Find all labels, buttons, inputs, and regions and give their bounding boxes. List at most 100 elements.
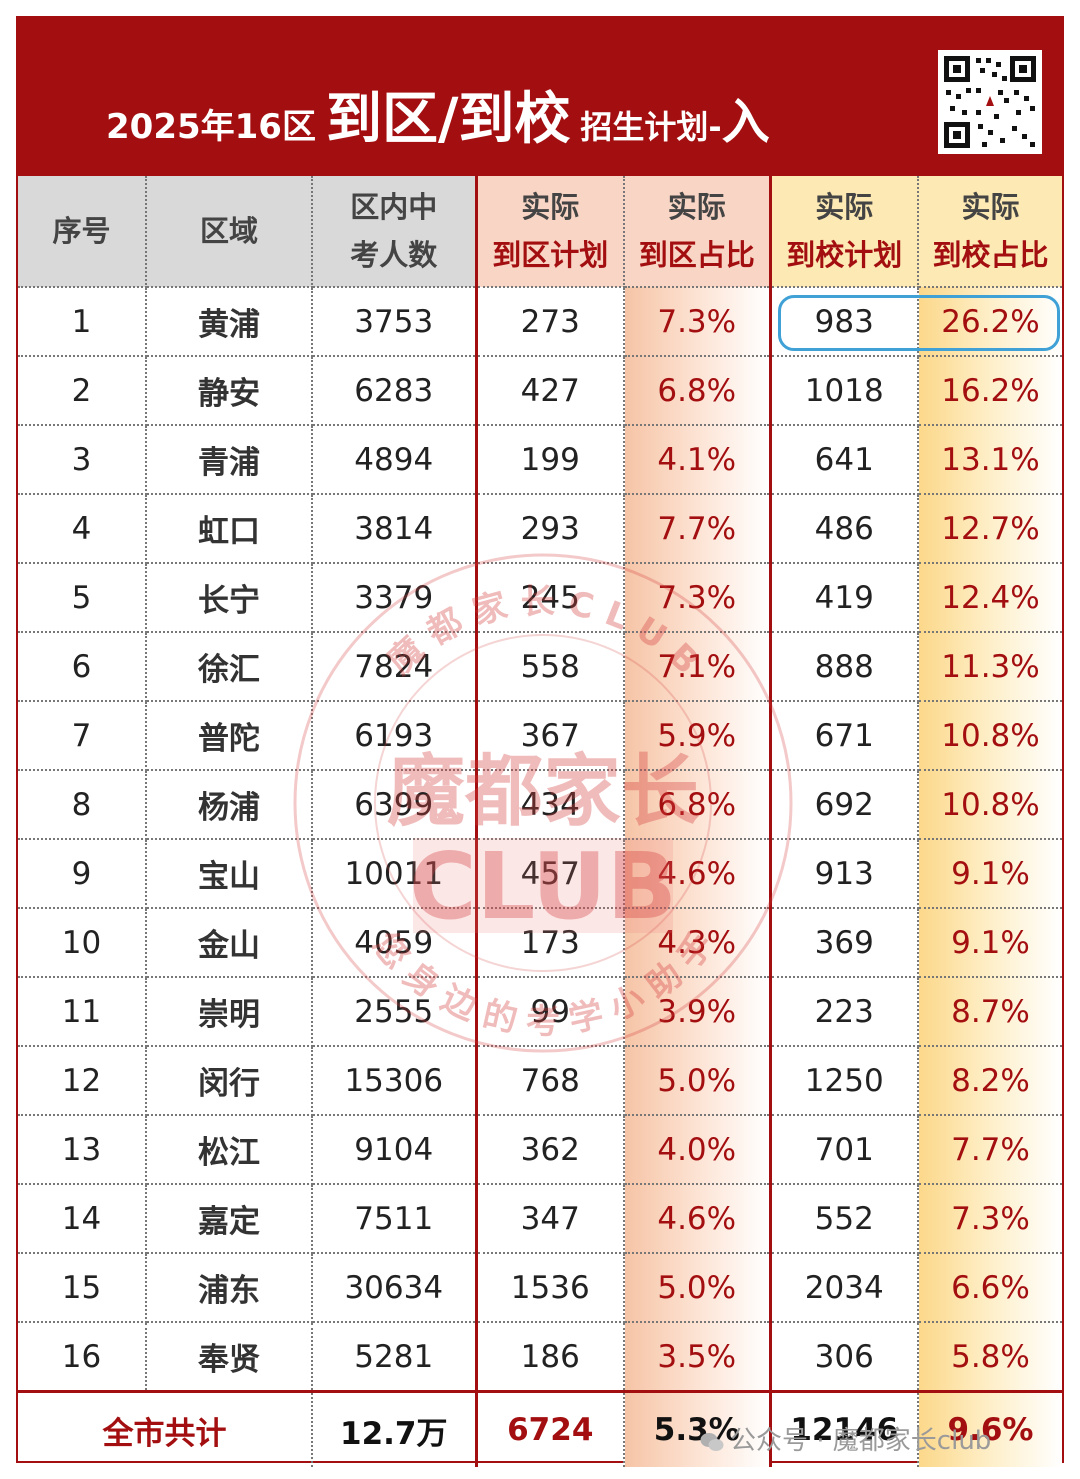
cell-students: 10011 xyxy=(312,839,477,909)
total-students: 12.7万 xyxy=(312,1390,477,1467)
cell-school-ratio: 10.8% xyxy=(918,770,1062,840)
cell-students: 6399 xyxy=(312,770,477,840)
cell-ratio: 4.0% xyxy=(624,1115,771,1185)
table-total-row: 全市共计 12.7万 6724 5.3% 12146 9.6% xyxy=(18,1390,1062,1467)
cell-students: 15306 xyxy=(312,1046,477,1116)
title-part-sub: 招生计划- xyxy=(580,108,722,146)
cell-no: 14 xyxy=(18,1184,147,1254)
cell-students: 3753 xyxy=(312,287,477,357)
cell-plan: 273 xyxy=(474,287,625,357)
total-ratio: 5.3% xyxy=(624,1390,771,1467)
cell-no: 10 xyxy=(18,908,147,978)
title-part-end: 入 xyxy=(721,94,770,150)
cell-students: 6193 xyxy=(312,701,477,771)
cell-no: 8 xyxy=(18,770,147,840)
cell-ratio: 4.6% xyxy=(624,1184,771,1254)
cell-no: 13 xyxy=(18,1115,147,1185)
cell-district: 闵行 xyxy=(146,1046,313,1116)
cell-school-plan: 888 xyxy=(768,632,919,702)
col-header-district-plan: 实际 到区计划 xyxy=(474,176,625,288)
cell-ratio: 3.5% xyxy=(624,1322,771,1393)
cell-school-plan: 419 xyxy=(768,563,919,633)
cell-school-ratio: 6.6% xyxy=(918,1253,1062,1323)
cell-school-ratio: 9.1% xyxy=(918,908,1062,978)
cell-school-plan: 223 xyxy=(768,977,919,1047)
table-row: 4 虹口 3814 293 7.7% 486 12.7% xyxy=(18,494,1062,564)
cell-students: 3814 xyxy=(312,494,477,564)
col-header-index: 序号 xyxy=(18,176,147,288)
col-header-students: 区内中 考人数 xyxy=(312,176,477,288)
cell-district: 杨浦 xyxy=(146,770,313,840)
cell-students: 7824 xyxy=(312,632,477,702)
cell-plan: 173 xyxy=(474,908,625,978)
cell-school-plan: 913 xyxy=(768,839,919,909)
cell-ratio: 6.8% xyxy=(624,356,771,426)
cell-no: 9 xyxy=(18,839,147,909)
cell-plan: 99 xyxy=(474,977,625,1047)
cell-no: 3 xyxy=(18,425,147,495)
cell-ratio: 5.0% xyxy=(624,1046,771,1116)
cell-district: 徐汇 xyxy=(146,632,313,702)
cell-school-plan: 671 xyxy=(768,701,919,771)
total-school-ratio: 9.6% xyxy=(918,1390,1062,1467)
cell-students: 30634 xyxy=(312,1253,477,1323)
table-row: 11 崇明 2555 99 3.9% 223 8.7% xyxy=(18,977,1062,1047)
cell-school-ratio: 5.8% xyxy=(918,1322,1062,1393)
cell-no: 5 xyxy=(18,563,147,633)
table-row: 9 宝山 10011 457 4.6% 913 9.1% xyxy=(18,839,1062,909)
cell-students: 7511 xyxy=(312,1184,477,1254)
cell-school-ratio: 13.1% xyxy=(918,425,1062,495)
cell-school-ratio: 8.2% xyxy=(918,1046,1062,1116)
cell-plan: 427 xyxy=(474,356,625,426)
col-header-district: 区域 xyxy=(146,176,313,288)
cell-school-ratio: 11.3% xyxy=(918,632,1062,702)
cell-plan: 362 xyxy=(474,1115,625,1185)
highlight-outline xyxy=(778,295,1060,351)
cell-school-plan: 1018 xyxy=(768,356,919,426)
table-row: 15 浦东 30634 1536 5.0% 2034 6.6% xyxy=(18,1253,1062,1323)
footer-watermark: 公众号 · 魔都家长club xyxy=(700,1420,991,1457)
cell-no: 12 xyxy=(18,1046,147,1116)
wechat-icon xyxy=(700,1432,724,1451)
title-part-year: 2025年16区 xyxy=(106,107,316,147)
cell-students: 3379 xyxy=(312,563,477,633)
cell-district: 嘉定 xyxy=(146,1184,313,1254)
cell-district: 奉贤 xyxy=(146,1322,313,1393)
cell-students: 2555 xyxy=(312,977,477,1047)
cell-school-ratio: 9.1% xyxy=(918,839,1062,909)
cell-plan: 245 xyxy=(474,563,625,633)
table-row: 13 松江 9104 362 4.0% 701 7.7% xyxy=(18,1115,1062,1185)
cell-ratio: 7.7% xyxy=(624,494,771,564)
cell-ratio: 5.0% xyxy=(624,1253,771,1323)
cell-ratio: 6.8% xyxy=(624,770,771,840)
cell-school-plan: 701 xyxy=(768,1115,919,1185)
cell-district: 虹口 xyxy=(146,494,313,564)
cell-ratio: 4.3% xyxy=(624,908,771,978)
cell-school-plan: 1250 xyxy=(768,1046,919,1116)
cell-school-ratio: 12.4% xyxy=(918,563,1062,633)
col-header-district-ratio: 实际 到区占比 xyxy=(624,176,771,288)
cell-no: 4 xyxy=(18,494,147,564)
col-header-school-ratio: 实际 到校占比 xyxy=(918,176,1062,288)
cell-ratio: 5.9% xyxy=(624,701,771,771)
total-school-plan: 12146 xyxy=(768,1390,919,1467)
cell-ratio: 3.9% xyxy=(624,977,771,1047)
cell-school-ratio: 26.2% xyxy=(918,287,1062,357)
cell-school-plan: 641 xyxy=(768,425,919,495)
table-row: 7 普陀 6193 367 5.9% 671 10.8% xyxy=(18,701,1062,771)
cell-no: 16 xyxy=(18,1322,147,1393)
cell-school-plan: 306 xyxy=(768,1322,919,1393)
cell-plan: 558 xyxy=(474,632,625,702)
title-part-main: 到区/到校 xyxy=(325,87,571,152)
cell-students: 5281 xyxy=(312,1322,477,1393)
cell-school-plan: 2034 xyxy=(768,1253,919,1323)
cell-plan: 1536 xyxy=(474,1253,625,1323)
cell-school-ratio: 7.7% xyxy=(918,1115,1062,1185)
total-label: 全市共计 xyxy=(18,1390,313,1467)
cell-district: 浦东 xyxy=(146,1253,313,1323)
table-row: 3 青浦 4894 199 4.1% 641 13.1% xyxy=(18,425,1062,495)
qr-code-icon xyxy=(938,50,1042,154)
total-plan: 6724 xyxy=(474,1390,625,1467)
cell-ratio: 4.1% xyxy=(624,425,771,495)
cell-students: 4059 xyxy=(312,908,477,978)
